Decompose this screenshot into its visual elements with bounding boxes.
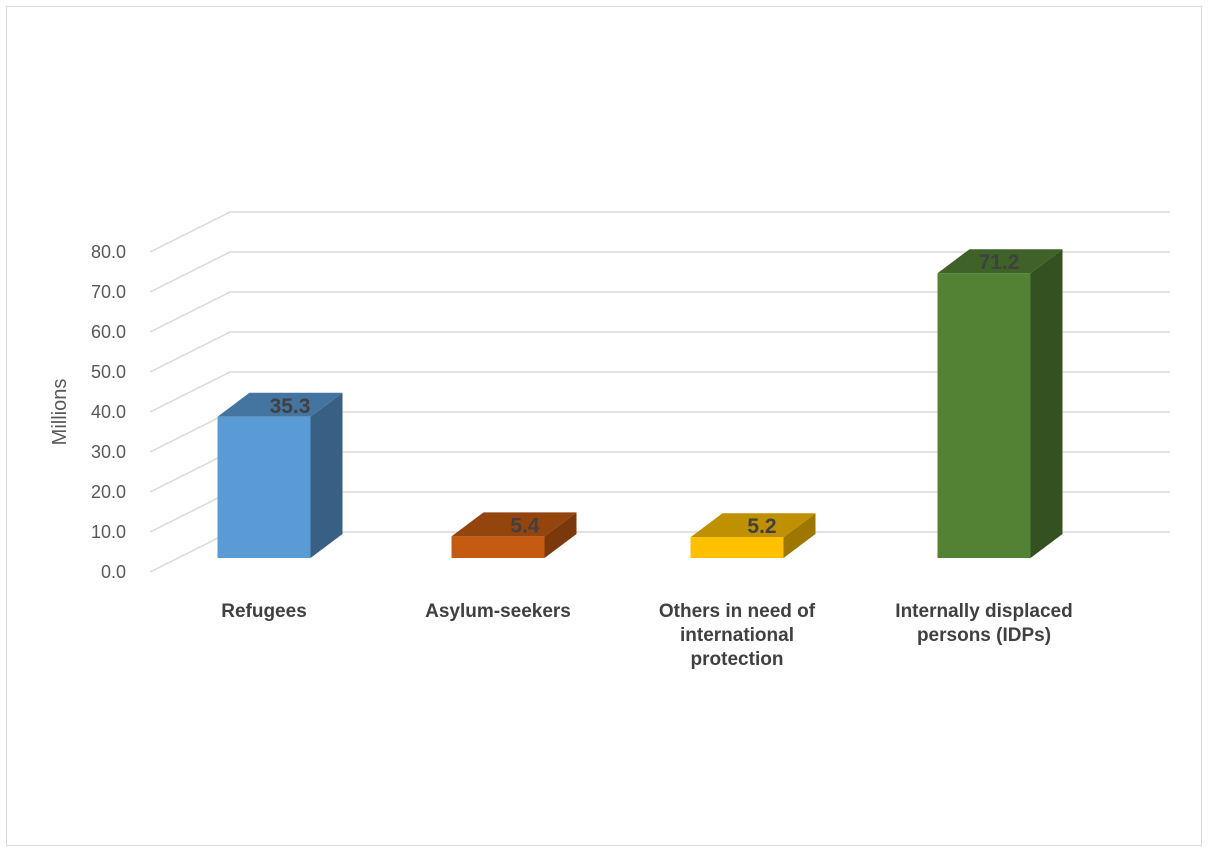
x-tick-label: Others in need of international protection — [659, 601, 816, 670]
bar — [217, 392, 343, 558]
data-label: 5.2 — [747, 515, 776, 538]
bar — [690, 513, 816, 558]
y-tick-label: 70.0 — [91, 282, 126, 302]
y-tick-label: 20.0 — [91, 482, 126, 502]
y-tick-label: 50.0 — [91, 362, 126, 382]
y-tick-label: 30.0 — [91, 442, 126, 462]
data-label: 5.4 — [510, 514, 540, 537]
bar — [937, 249, 1063, 558]
category-labels: Refugees Asylum-seekers Others in need of i… — [221, 601, 1072, 670]
bar — [451, 512, 577, 558]
x-tick-label: Refugees — [221, 601, 307, 622]
gridline — [149, 211, 1170, 253]
bars — [217, 249, 1063, 558]
y-axis-ticks: 0.0 10.0 20.0 30.0 40.0 50.0 60.0 70.0 80.0 — [91, 242, 126, 582]
y-tick-label: 60.0 — [91, 322, 126, 342]
y-axis-title: Millions — [49, 379, 71, 446]
y-tick-label: 0.0 — [101, 562, 126, 582]
y-tick-label: 10.0 — [91, 522, 126, 542]
y-tick-label: 80.0 — [91, 242, 126, 262]
x-tick-label: Asylum-seekers — [425, 601, 571, 622]
data-label: 71.2 — [979, 251, 1020, 274]
x-tick-label: Internally displaced persons (IDPs) — [895, 601, 1072, 646]
y-tick-label: 40.0 — [91, 402, 126, 422]
data-label: 35.3 — [270, 395, 311, 418]
data-labels: 35.3 5.4 5.2 71.2 — [270, 251, 1020, 538]
